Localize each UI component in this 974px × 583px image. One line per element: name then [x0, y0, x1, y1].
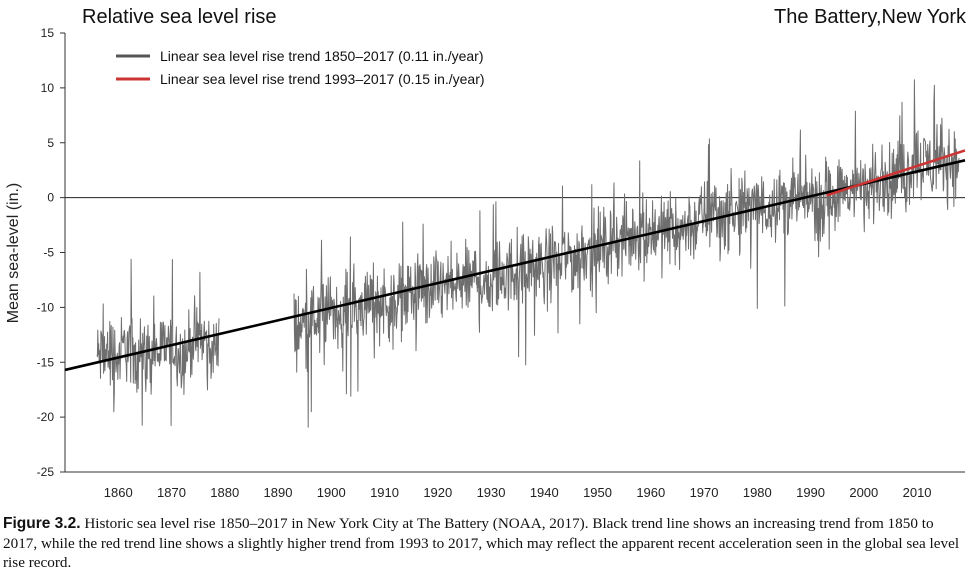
x-tick-label: 1980	[743, 485, 772, 500]
y-tick-label: -25	[37, 465, 55, 479]
x-tick-label: 1970	[690, 485, 719, 500]
x-tick-label: 1910	[370, 485, 399, 500]
legend-label: Linear sea level rise trend 1993–2017 (0…	[160, 71, 485, 87]
trend-line-1850-2017	[64, 159, 966, 372]
x-tick-label: 1940	[530, 485, 559, 500]
x-tick-label: 1960	[636, 485, 665, 500]
legend-label: Linear sea level rise trend 1850–2017 (0…	[160, 48, 484, 64]
x-tick-label: 1990	[796, 485, 825, 500]
chart-location: The Battery,New York	[774, 6, 967, 28]
y-tick-label: 10	[41, 81, 55, 95]
y-tick-label: -15	[37, 355, 55, 369]
y-tick-label: -10	[37, 300, 55, 314]
y-axis-label: Mean sea-level (in.)	[5, 183, 22, 324]
monthly-sea-level-series	[96, 258, 220, 426]
caption-text: Historic sea level rise 1850–2017 in New…	[3, 515, 960, 571]
x-tick-label: 2000	[849, 485, 878, 500]
x-tick-label: 2010	[903, 485, 932, 500]
plot-area: 15 10 5 0 -5 -10 -15 -20 -25 1860 1870 1880 1890 1900…	[37, 26, 966, 500]
monthly-sea-level-series	[293, 79, 960, 428]
x-tick-label: 1930	[477, 485, 506, 500]
y-tick-label: -20	[37, 410, 55, 424]
figure-caption: Figure 3.2. Historic sea level rise 1850…	[3, 514, 969, 573]
y-tick-label: -5	[43, 246, 54, 260]
x-tick-label: 1890	[264, 485, 293, 500]
chart-title: Relative sea level rise	[82, 6, 277, 28]
x-tick-label: 1880	[210, 485, 239, 500]
y-tick-label: 15	[41, 26, 55, 40]
x-tick-label: 1920	[423, 485, 452, 500]
trend-line-1993-2017	[826, 149, 966, 197]
y-tick-label: 5	[47, 136, 54, 150]
y-tick-label: 0	[47, 191, 54, 205]
x-tick-label: 1870	[157, 485, 186, 500]
caption-label: Figure 3.2.	[3, 515, 81, 532]
sea-level-chart: Relative sea level rise The Battery,New …	[5, 6, 967, 500]
x-tick-label: 1860	[104, 485, 133, 500]
x-tick-label: 1900	[317, 485, 346, 500]
x-tick-label: 1950	[583, 485, 612, 500]
